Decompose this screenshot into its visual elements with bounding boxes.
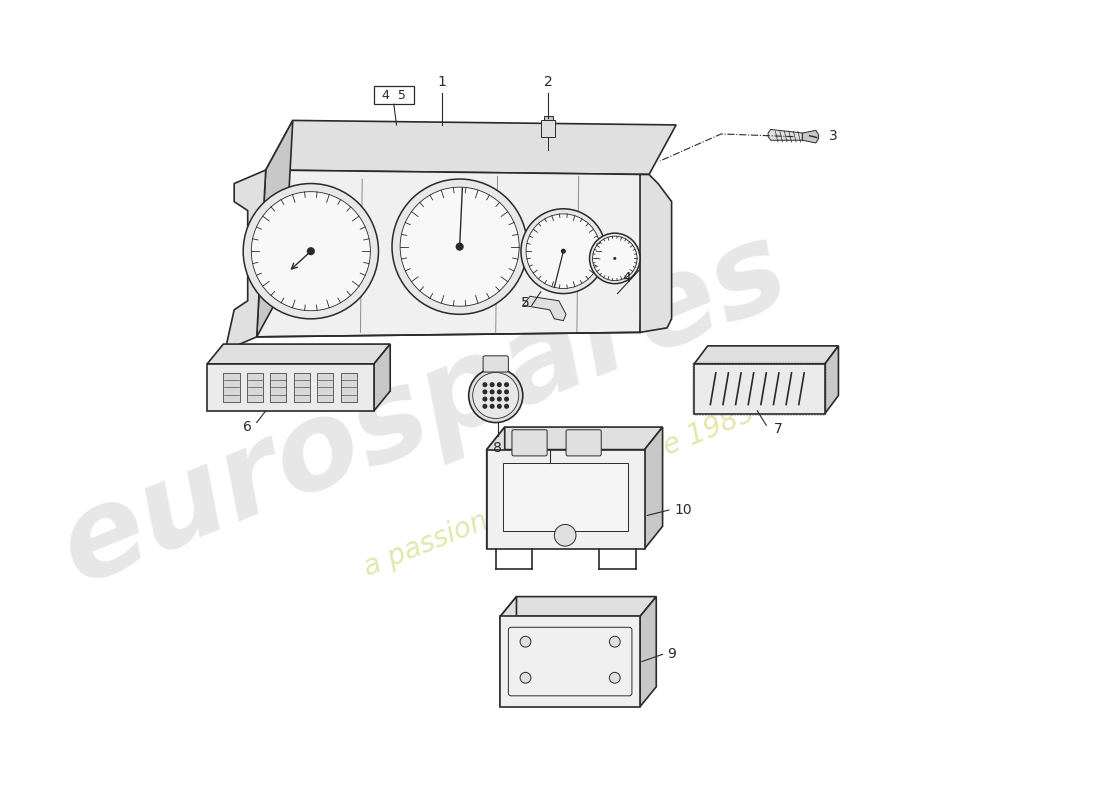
Polygon shape — [486, 427, 662, 450]
Text: 7: 7 — [773, 422, 782, 436]
Circle shape — [504, 382, 509, 387]
Polygon shape — [223, 344, 390, 391]
Text: 8: 8 — [493, 441, 502, 454]
Circle shape — [614, 257, 616, 260]
Polygon shape — [266, 121, 676, 174]
Polygon shape — [645, 427, 662, 549]
FancyBboxPatch shape — [508, 627, 631, 696]
Circle shape — [504, 397, 509, 402]
Polygon shape — [694, 364, 825, 414]
Text: 5: 5 — [521, 295, 530, 310]
Circle shape — [593, 236, 637, 281]
Text: 1: 1 — [437, 75, 446, 89]
Circle shape — [455, 242, 464, 250]
Polygon shape — [522, 296, 566, 321]
Polygon shape — [317, 373, 333, 402]
Polygon shape — [500, 597, 517, 706]
Circle shape — [561, 249, 565, 254]
Polygon shape — [500, 617, 640, 706]
Circle shape — [520, 672, 531, 683]
Text: 4: 4 — [621, 271, 630, 286]
Text: 3: 3 — [829, 129, 838, 142]
Circle shape — [521, 209, 606, 294]
Circle shape — [497, 404, 502, 409]
Polygon shape — [294, 373, 310, 402]
Text: 9: 9 — [667, 647, 676, 662]
Text: 2: 2 — [543, 75, 552, 89]
Polygon shape — [503, 463, 628, 530]
Polygon shape — [640, 174, 672, 332]
Circle shape — [243, 183, 378, 319]
Circle shape — [483, 397, 487, 402]
Polygon shape — [694, 346, 838, 364]
Circle shape — [497, 382, 502, 387]
Polygon shape — [341, 373, 356, 402]
Text: eurospares: eurospares — [43, 210, 804, 608]
Circle shape — [483, 404, 487, 409]
Circle shape — [490, 404, 495, 409]
Polygon shape — [486, 450, 645, 549]
Polygon shape — [246, 373, 263, 402]
Circle shape — [483, 390, 487, 394]
Polygon shape — [256, 121, 293, 337]
Circle shape — [251, 192, 371, 310]
Polygon shape — [374, 344, 390, 411]
FancyBboxPatch shape — [483, 356, 508, 372]
Circle shape — [392, 179, 527, 314]
Circle shape — [469, 369, 522, 422]
Polygon shape — [271, 373, 286, 402]
Circle shape — [504, 404, 509, 409]
Polygon shape — [500, 597, 657, 617]
Text: 10: 10 — [674, 503, 692, 517]
Polygon shape — [226, 170, 266, 350]
Polygon shape — [486, 427, 505, 549]
Circle shape — [490, 390, 495, 394]
Circle shape — [520, 636, 531, 647]
FancyBboxPatch shape — [512, 430, 547, 456]
Circle shape — [554, 525, 576, 546]
Polygon shape — [802, 130, 818, 143]
Polygon shape — [825, 346, 838, 414]
Text: 6: 6 — [243, 420, 252, 434]
Circle shape — [609, 636, 620, 647]
Bar — [374, 86, 414, 104]
Polygon shape — [207, 344, 390, 364]
Polygon shape — [256, 170, 649, 337]
Circle shape — [590, 233, 640, 284]
Circle shape — [526, 214, 601, 289]
Circle shape — [490, 382, 495, 387]
Circle shape — [307, 247, 315, 255]
Circle shape — [504, 390, 509, 394]
Circle shape — [473, 373, 519, 418]
Bar — [543, 116, 552, 121]
Circle shape — [497, 390, 502, 394]
Circle shape — [400, 187, 519, 306]
Bar — [541, 121, 556, 137]
Circle shape — [483, 382, 487, 387]
Polygon shape — [640, 597, 657, 706]
Polygon shape — [207, 364, 374, 411]
Circle shape — [490, 397, 495, 402]
Circle shape — [497, 397, 502, 402]
Polygon shape — [768, 130, 802, 140]
Polygon shape — [223, 373, 240, 402]
Text: 4  5: 4 5 — [382, 89, 406, 102]
Circle shape — [609, 672, 620, 683]
Text: a passion for parts since 1985: a passion for parts since 1985 — [359, 398, 759, 582]
FancyBboxPatch shape — [566, 430, 602, 456]
